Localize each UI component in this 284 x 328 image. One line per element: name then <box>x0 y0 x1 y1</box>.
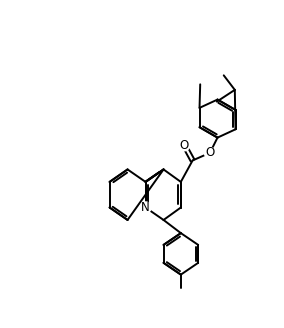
Circle shape <box>140 202 151 213</box>
Circle shape <box>179 140 190 151</box>
Text: O: O <box>180 139 189 152</box>
Text: O: O <box>205 146 214 159</box>
Text: N: N <box>141 201 150 214</box>
Circle shape <box>204 147 216 158</box>
